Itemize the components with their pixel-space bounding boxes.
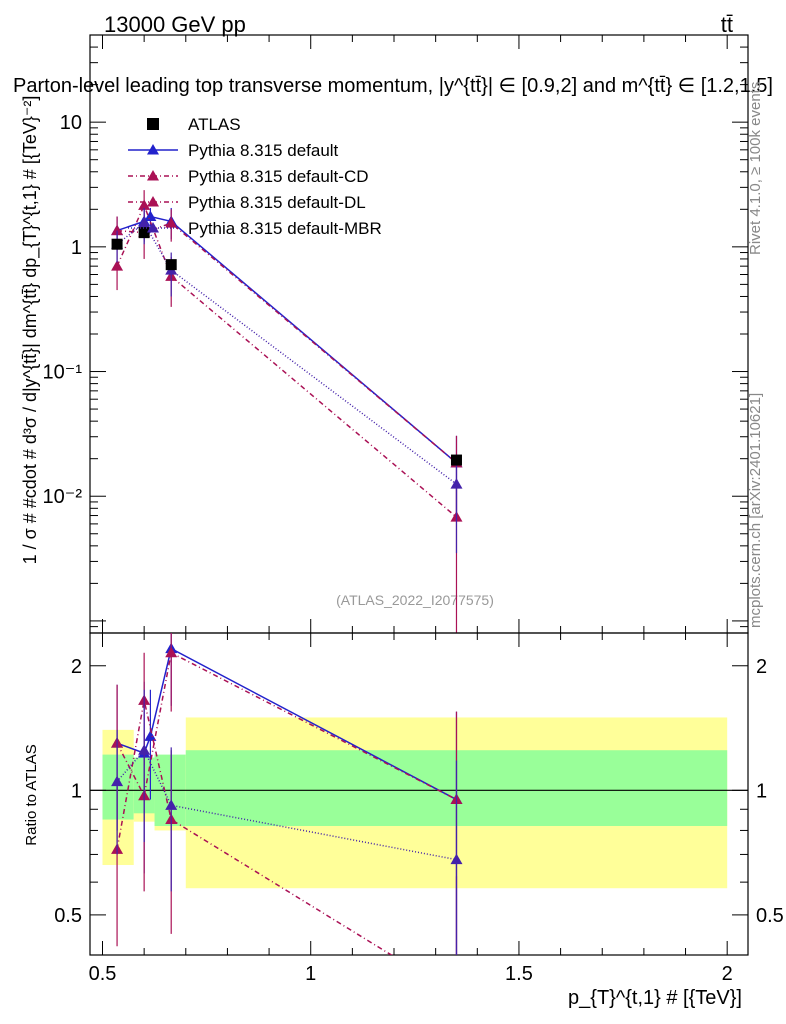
ratio-y-tick-label: 0.5 (54, 905, 82, 927)
series-line-ratio (116, 748, 457, 861)
process-label: tt̄ (721, 12, 733, 37)
legend-entry: Pythia 8.315 default-MBR (128, 219, 382, 238)
atlas-data-point (165, 259, 177, 271)
analysis-watermark: (ATLAS_2022_I2077575) (336, 592, 494, 608)
legend-entry: Pythia 8.315 default (128, 141, 339, 160)
ratio-y-tick-label-right: 2 (756, 656, 767, 678)
series-marker-main (111, 224, 124, 236)
series-marker-main (138, 199, 151, 210)
x-tick-label: 0.5 (89, 963, 117, 985)
legend-label: Pythia 8.315 default-MBR (188, 219, 382, 238)
series-marker-main (138, 217, 151, 228)
series-marker-main (165, 217, 178, 228)
legend-marker-square (147, 118, 159, 130)
series-marker-ratio (450, 853, 463, 865)
series-line-main (117, 222, 457, 464)
legend-marker-triangle (147, 144, 159, 155)
energy-label: 13000 GeV pp (104, 12, 246, 37)
series-marker-ratio (144, 730, 157, 741)
ratio-y-axis-label: Ratio to ATLAS (23, 744, 40, 845)
atlas-data-point (111, 238, 123, 250)
legend: ATLAS Pythia 8.315 default Pythia 8.315 de… (128, 115, 382, 238)
atlas-data-point (138, 227, 150, 239)
series-marker-main (144, 210, 157, 222)
ratio-y-tick-label: 1 (71, 780, 82, 802)
ratio-series-group (111, 633, 463, 1000)
series-marker-ratio (450, 989, 462, 1000)
ratio-y-tick-label: 2 (71, 656, 82, 678)
legend-entry: ATLAS (147, 115, 241, 134)
ratio-panel: 0.5 1 1.5 2 2 2 1 1 0.5 0.5 (54, 632, 784, 1000)
series-marker-main (111, 260, 124, 271)
legend-entry: Pythia 8.315 default-DL (128, 193, 366, 212)
legend-label: Pythia 8.315 default-CD (188, 167, 369, 186)
series-marker-ratio (165, 646, 178, 658)
legend-label: ATLAS (188, 115, 241, 134)
legend-label: Pythia 8.315 default-DL (188, 193, 366, 212)
main-y-tick-label: 10⁻² (43, 486, 83, 508)
atlas-data-point (450, 454, 462, 466)
main-y-axis-label: 1 / σ # #cdot # d³σ / d|y^{tt̄}| dm^{tt̄… (20, 96, 41, 565)
ratio-y-tick-label-right: 0.5 (756, 905, 784, 927)
series-marker-ratio (138, 744, 151, 755)
mcplots-label: mcplots.cern.ch [arXiv:2401.10621] (747, 393, 764, 628)
plot-title: Parton-level leading top transverse mome… (13, 75, 773, 97)
legend-entry: Pythia 8.315 default-CD (128, 167, 369, 186)
main-y-tick-label: 1 (71, 237, 82, 259)
main-y-tick-label: 10 (60, 112, 82, 134)
x-tick-label: 2 (722, 963, 733, 985)
x-tick-label: 1.5 (505, 963, 533, 985)
legend-label: Pythia 8.315 default (188, 141, 339, 160)
series-marker-ratio (165, 799, 178, 810)
main-series-group (111, 190, 463, 633)
series-line-ratio (116, 700, 393, 955)
rivet-version-label: Rivet 4.1.0, ≥ 100k events (747, 82, 764, 255)
series-line-main (116, 203, 457, 518)
legend-marker-triangle (147, 196, 159, 207)
series-line-main (116, 215, 457, 464)
series-marker-main (450, 478, 463, 489)
main-y-tick-label: 10⁻¹ (43, 362, 83, 384)
main-panel: 10 1 10⁻¹ 10⁻² (43, 34, 749, 634)
ratio-frame (89, 632, 749, 956)
ratio-y-tick-label-right: 1 (756, 780, 767, 802)
legend-marker-triangle (147, 222, 159, 233)
legend-marker-triangle (147, 170, 159, 181)
x-axis-label: p_{T}^{t,1} # [{TeV}] (568, 987, 742, 1009)
x-tick-label: 1 (305, 963, 316, 985)
series-marker-ratio (111, 775, 124, 787)
